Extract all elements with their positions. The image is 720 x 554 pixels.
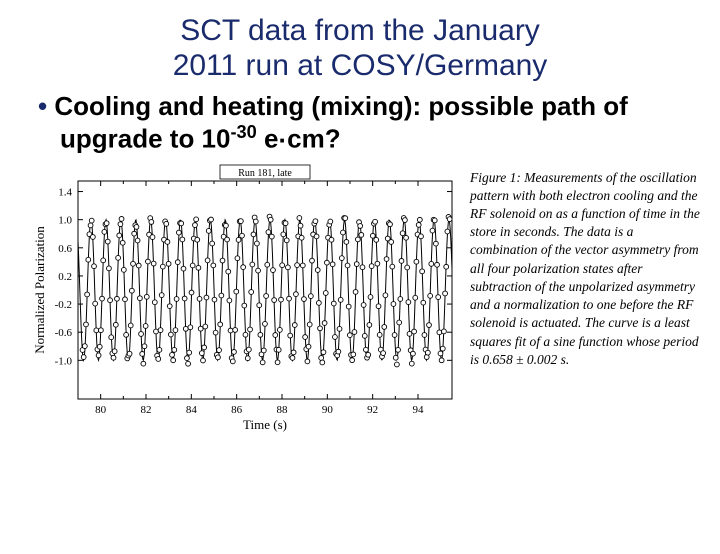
content-row: 80 82 84 86 88 90 92 94 -1.0 -0.6 -0.2 0.2 0.6 1.0 1.4… (0, 163, 720, 433)
chart-container: 80 82 84 86 88 90 92 94 -1.0 -0.6 -0.2 0.2 0.6 1.0 1.4… (30, 163, 460, 433)
bullet-text-2: e (257, 124, 279, 154)
oscillation-chart: 80 82 84 86 88 90 92 94 -1.0 -0.6 -0.2 0.2 0.6 1.0 1.4… (30, 163, 460, 433)
bullet-exponent: -30 (230, 122, 256, 142)
bullet-middot: · (278, 125, 287, 155)
title-line-1: SCT data from the January (180, 14, 540, 47)
svg-text:-0.2: -0.2 (55, 299, 72, 311)
page-title: SCT data from the January 2011 run at CO… (0, 14, 720, 83)
title-line-2: 2011 run at COSY/Germany (173, 49, 548, 82)
svg-text:0.2: 0.2 (58, 270, 72, 282)
bullet-text-1: Cooling and heating (mixing): possible p… (54, 91, 627, 154)
svg-text:80: 80 (95, 404, 107, 416)
bullet-item: • Cooling and heating (mixing): possible… (38, 91, 680, 157)
svg-text:Time (s): Time (s) (243, 417, 287, 432)
svg-text:90: 90 (322, 404, 334, 416)
svg-text:84: 84 (186, 404, 198, 416)
bullet-marker: • (38, 91, 47, 121)
svg-text:92: 92 (367, 404, 378, 416)
svg-text:Normalized Polarization: Normalized Polarization (32, 225, 47, 353)
svg-text:-0.6: -0.6 (55, 327, 73, 339)
svg-text:1.0: 1.0 (58, 214, 72, 226)
svg-text:88: 88 (277, 404, 289, 416)
svg-text:86: 86 (231, 404, 243, 416)
svg-text:Run 181, late: Run 181, late (238, 168, 292, 179)
svg-text:0.6: 0.6 (58, 242, 72, 254)
svg-text:-1.0: -1.0 (55, 355, 73, 367)
svg-text:1.4: 1.4 (58, 186, 72, 198)
svg-text:94: 94 (413, 404, 425, 416)
bullet-text-3: cm? (287, 124, 340, 154)
svg-text:82: 82 (141, 404, 152, 416)
figure-caption: Figure 1: Measurements of the oscillatio… (470, 169, 700, 433)
